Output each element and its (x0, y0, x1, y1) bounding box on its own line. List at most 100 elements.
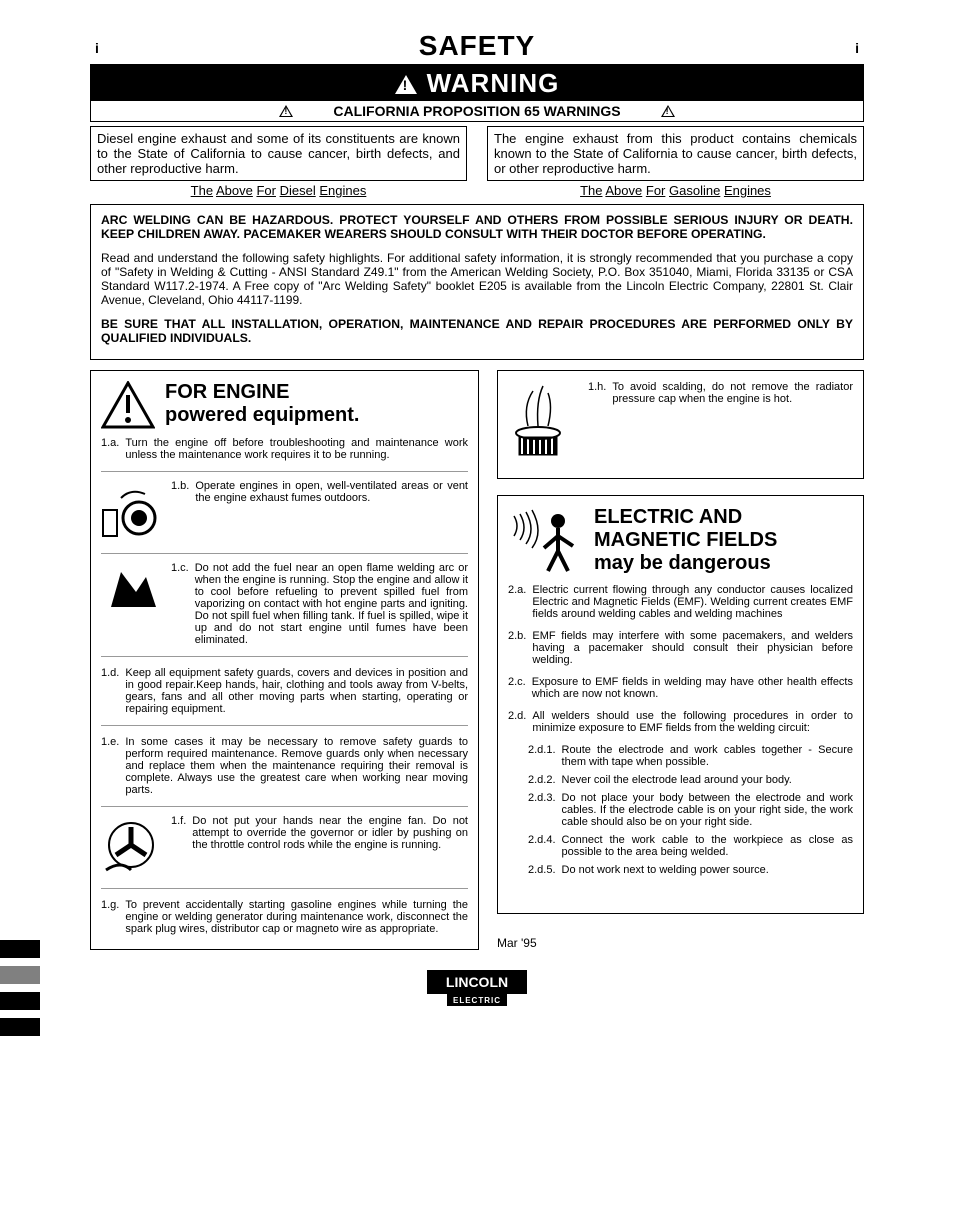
subitem-text: Do not work next to welding power source… (562, 864, 769, 876)
subitem-text: Route the electrode and work cables toge… (562, 744, 853, 768)
item-1d: 1.d. Keep all equipment safety guards, c… (101, 667, 468, 715)
item-text: To prevent accidentally starting gasolin… (125, 899, 468, 935)
california-diesel-box: Diesel engine exhaust and some of its co… (90, 126, 467, 181)
engine-heading: FOR ENGINEpowered equipment. (165, 381, 359, 427)
warning-banner: WARNING (90, 66, 864, 101)
item-text: Keep all equipment safety guards, covers… (125, 667, 468, 715)
emf-body-icon (508, 506, 584, 576)
item-text: Electric current flowing through any con… (532, 584, 853, 620)
emf-heading-row: ELECTRIC AND MAGNETIC FIELDS may be dang… (508, 506, 853, 576)
subitem-num: 2.d.3. (528, 792, 556, 828)
date-label: Mar '95 (497, 936, 864, 950)
item-1a: 1.a. Turn the engine off before troubles… (101, 437, 468, 461)
side-tab (0, 992, 40, 1010)
subitem-text: Never coil the electrode lead around you… (562, 774, 792, 786)
item-text: Operate engines in open, well-ventilated… (195, 480, 468, 504)
engine-heading-row: FOR ENGINEpowered equipment. (101, 381, 468, 429)
item-num: 1.e. (101, 736, 119, 796)
page-number-left: i (95, 40, 99, 56)
california-gasoline-box: The engine exhaust from this product con… (487, 126, 864, 181)
item-num: 2.b. (508, 630, 526, 666)
item-2d: 2.d. All welders should use the followin… (508, 710, 853, 734)
item-num: 1.a. (101, 437, 119, 461)
divider (101, 656, 468, 657)
page-number-right: i (855, 40, 859, 56)
right-column-stack: 1.h. To avoid scalding, do not remove th… (497, 370, 864, 950)
item-1g: 1.g. To prevent accidentally starting ga… (101, 899, 468, 935)
warning-triangle-icon (395, 75, 417, 94)
item-1c: 1.c. Do not add the fuel near an open fl… (171, 562, 468, 646)
item-text: Exposure to EMF fields in welding may ha… (532, 676, 853, 700)
item-num: 2.a. (508, 584, 526, 620)
california-heading: CALIFORNIA PROPOSITION 65 WARNINGS (333, 103, 620, 119)
item-1h: 1.h. To avoid scalding, do not remove th… (588, 381, 853, 405)
ventilation-icon (101, 480, 161, 543)
footer-sub-text: ELECTRIC (453, 996, 501, 1005)
main-bold-1: ARC WELDING CAN BE HAZARDOUS. PROTECT YO… (101, 213, 853, 241)
subitem-num: 2.d.4. (528, 834, 556, 858)
item-text: Turn the engine off before troubleshooti… (125, 437, 468, 461)
side-tab (0, 1018, 40, 1036)
california-boxes-row: Diesel engine exhaust and some of its co… (90, 126, 864, 181)
item-num: 1.f. (171, 815, 186, 851)
item-text: Do not add the fuel near an open flame w… (195, 562, 468, 646)
item-text: In some cases it may be necessary to rem… (125, 736, 468, 796)
item-1c-row: 1.c. Do not add the fuel near an open fl… (101, 553, 468, 646)
item-num: 1.b. (171, 480, 189, 504)
columns-container: FOR ENGINEpowered equipment. 1.a. Turn t… (90, 370, 864, 950)
divider (101, 725, 468, 726)
side-tabs (0, 940, 40, 1036)
subitem-2d3: 2.d.3. Do not place your body between th… (528, 792, 853, 828)
footer-brand-text: LINCOLN (446, 974, 508, 990)
subitem-num: 2.d.2. (528, 774, 556, 786)
main-bold-2: BE SURE THAT ALL INSTALLATION, OPERATION… (101, 317, 853, 345)
under-caption-row: The Above For Diesel Engines The Above F… (90, 183, 864, 198)
side-tab (0, 966, 40, 984)
warning-label: WARNING (427, 68, 560, 99)
item-1e: 1.e. In some cases it may be necessary t… (101, 736, 468, 796)
under-caption-diesel: The Above For Diesel Engines (90, 183, 467, 198)
item-text: Do not put your hands near the engine fa… (192, 815, 468, 851)
item-num: 1.h. (588, 381, 606, 405)
subitem-text: Do not place your body between the elect… (562, 792, 853, 828)
main-warning-box: ARC WELDING CAN BE HAZARDOUS. PROTECT YO… (90, 204, 864, 360)
california-heading-row: CALIFORNIA PROPOSITION 65 WARNINGS (90, 101, 864, 122)
item-1f-row: 1.f. Do not put your hands near the engi… (101, 806, 468, 878)
item-2c: 2.c. Exposure to EMF fields in welding m… (508, 676, 853, 700)
right-emf-box: ELECTRIC AND MAGNETIC FIELDS may be dang… (497, 495, 864, 914)
item-2b: 2.b. EMF fields may interfere with some … (508, 630, 853, 666)
subitem-text: Connect the work cable to the workpiece … (562, 834, 853, 858)
right-top-box: 1.h. To avoid scalding, do not remove th… (497, 370, 864, 479)
radiator-steam-icon (508, 381, 578, 464)
page-title: SAFETY (90, 30, 864, 66)
divider (101, 888, 468, 889)
under-caption-gasoline: The Above For Gasoline Engines (487, 183, 864, 198)
footer-logo: LINCOLN ELECTRIC (90, 970, 864, 1011)
subitem-2d1: 2.d.1. Route the electrode and work cabl… (528, 744, 853, 768)
item-text: All welders should use the following pro… (532, 710, 853, 734)
subitem-num: 2.d.5. (528, 864, 556, 876)
item-num: 1.d. (101, 667, 119, 715)
warning-triangle-small-icon (279, 105, 293, 117)
subitem-2d2: 2.d.2. Never coil the electrode lead aro… (528, 774, 853, 786)
item-1f: 1.f. Do not put your hands near the engi… (171, 815, 468, 851)
left-column-engine: FOR ENGINEpowered equipment. 1.a. Turn t… (90, 370, 479, 950)
subitem-2d5: 2.d.5. Do not work next to welding power… (528, 864, 853, 876)
item-1b: 1.b. Operate engines in open, well-venti… (171, 480, 468, 504)
item-2a: 2.a. Electric current flowing through an… (508, 584, 853, 620)
fuel-flame-icon (101, 562, 161, 615)
item-text: To avoid scalding, do not remove the rad… (612, 381, 853, 405)
side-tab (0, 940, 40, 958)
item-text: EMF fields may interfere with some pacem… (532, 630, 853, 666)
fan-hand-icon (101, 815, 161, 878)
item-num: 2.d. (508, 710, 526, 734)
main-paragraph: Read and understand the following safety… (101, 251, 853, 307)
item-num: 1.c. (171, 562, 189, 646)
item-num: 2.c. (508, 676, 526, 700)
item-1b-row: 1.b. Operate engines in open, well-venti… (101, 471, 468, 543)
subitem-2d4: 2.d.4. Connect the work cable to the wor… (528, 834, 853, 858)
caution-triangle-icon (101, 381, 155, 429)
subitem-num: 2.d.1. (528, 744, 556, 768)
emf-heading: ELECTRIC AND MAGNETIC FIELDS may be dang… (594, 506, 777, 575)
item-num: 1.g. (101, 899, 119, 935)
